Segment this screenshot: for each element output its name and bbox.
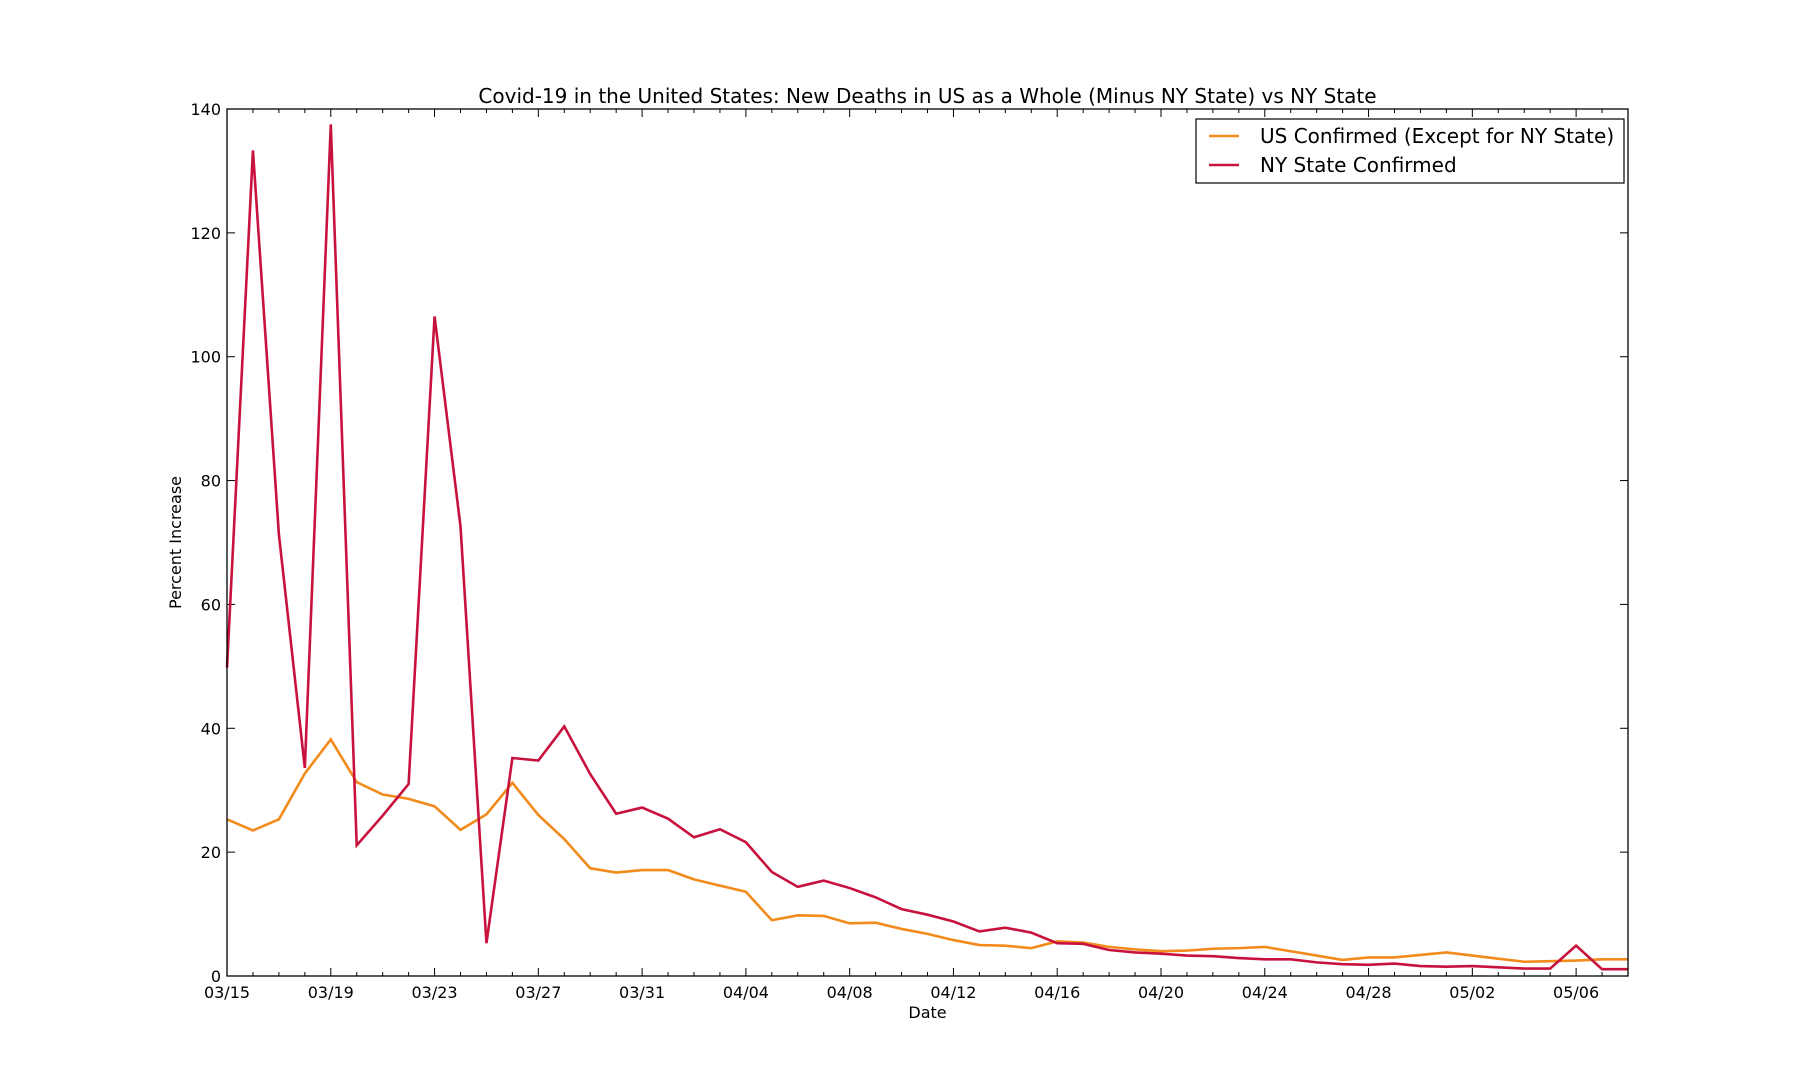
- y-tick-label: 100: [190, 348, 221, 367]
- x-tick-label: 04/12: [930, 983, 976, 1002]
- x-tick-label: 04/16: [1034, 983, 1080, 1002]
- series-line-1: [226, 737, 1628, 964]
- x-tick-label: 03/15: [204, 983, 250, 1002]
- x-tick-label: 04/20: [1138, 983, 1184, 1002]
- y-tick-label: 140: [190, 100, 221, 119]
- x-tick-label: 03/23: [412, 983, 458, 1002]
- series-line-2: [225, 124, 1628, 971]
- y-tick-label: 40: [201, 719, 221, 738]
- x-tick-label: 04/04: [723, 983, 769, 1002]
- legend-label: US Confirmed (Except for NY State): [1260, 124, 1614, 148]
- plot-frame: [226, 108, 1629, 977]
- y-tick-label: 20: [201, 843, 221, 862]
- plot-lines: [225, 124, 1628, 971]
- x-tick-label: 04/08: [827, 983, 873, 1002]
- x-tick-label: 05/06: [1553, 983, 1599, 1002]
- y-tick-label: 80: [201, 472, 221, 491]
- x-axis-title: Date: [908, 1003, 946, 1022]
- x-tick-label: 04/28: [1346, 983, 1392, 1002]
- legend-label: NY State Confirmed: [1260, 153, 1457, 177]
- y-tick-label: 60: [201, 595, 221, 614]
- x-tick-label: 05/02: [1449, 983, 1495, 1002]
- y-tick-label: 120: [190, 224, 221, 243]
- x-tick-label: 03/31: [619, 983, 665, 1002]
- axis-ticks: 0 20 40 60 80 100 120 140 03/15 03/19 03/23 03/27 03…: [190, 100, 1629, 1002]
- chart-title: Covid-19 in the United States: New Death…: [478, 84, 1376, 108]
- y-axis-title: Percent Increase: [166, 476, 185, 609]
- legend: US Confirmed (Except for NY State) NY Sta…: [1195, 118, 1625, 184]
- y-tick-label: 0: [211, 967, 221, 986]
- x-tick-label: 03/27: [515, 983, 561, 1002]
- x-tick-label: 03/19: [308, 983, 354, 1002]
- legend-box: [1195, 118, 1625, 184]
- x-tick-label: 04/24: [1242, 983, 1288, 1002]
